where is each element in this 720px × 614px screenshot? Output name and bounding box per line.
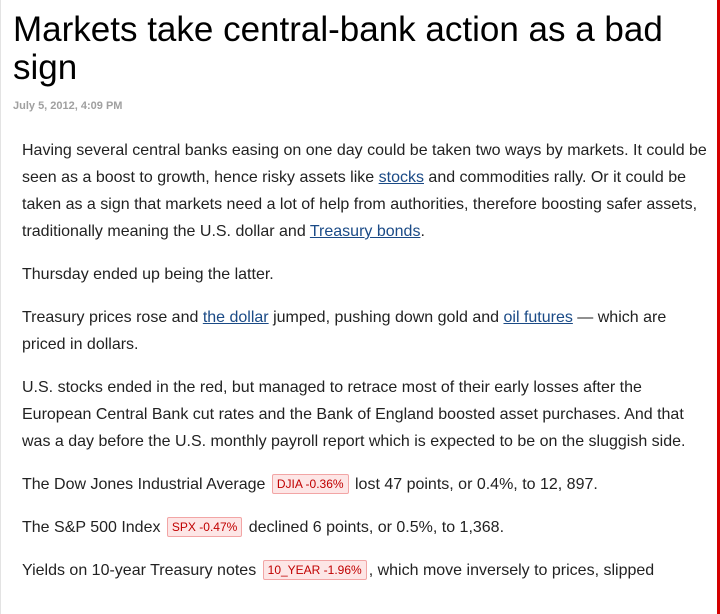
window-right-edge (717, 0, 720, 614)
article-headline: Markets take central-bank action as a ba… (13, 10, 663, 87)
paragraph-text: The S&P 500 Index (22, 519, 165, 536)
10-year-ticker-badge[interactable]: 10_YEAR -1.96% (262, 560, 367, 580)
treasury-bonds-link[interactable]: Treasury bonds (309, 223, 421, 240)
paragraph-text: The Dow Jones Industrial Average (22, 476, 270, 493)
paragraph-text: Having several central banks easing on o… (22, 142, 707, 186)
spx-ticker-badge[interactable]: SPX -0.47% (166, 517, 243, 537)
paragraph-text: jumped, pushing down gold and (268, 309, 504, 326)
article-dateline: July 5, 2012, 4:09 PM (13, 100, 123, 112)
paragraph-text: declined 6 points, or 0.5%, to 1,368. (244, 519, 505, 536)
oil-futures-link[interactable]: oil futures (503, 309, 573, 326)
paragraph-1: Having several central banks easing on o… (22, 137, 712, 245)
paragraph-2: Thursday ended up being the latter. (22, 266, 274, 283)
paragraph-text: Treasury prices rose and (22, 309, 203, 326)
paragraph-text: — which are priced in dollars. (22, 309, 667, 353)
paragraph-text: lost 47 points, or 0.4%, to 12, 897. (350, 476, 598, 493)
paragraph-7: Yields on 10-year Treasury notes 10_YEAR… (22, 557, 712, 584)
paragraph-6: The S&P 500 Index SPX -0.47% declined 6 … (22, 514, 712, 541)
paragraph-5: The Dow Jones Industrial Average DJIA -0… (22, 471, 712, 498)
the-dollar-link[interactable]: the dollar (202, 309, 269, 326)
article-body: Having several central banks easing on o… (22, 137, 712, 600)
paragraph-4: U.S. stocks ended in the red, but manage… (22, 379, 686, 450)
paragraph-text: , which move inversely to prices, slippe… (368, 562, 655, 579)
paragraph-text: and commodities rally. Or it could be ta… (22, 169, 698, 240)
stocks-link[interactable]: stocks (378, 169, 424, 186)
paragraph-text: Yields on 10-year Treasury notes (22, 562, 261, 579)
paragraph-3: Treasury prices rose and the dollar jump… (22, 304, 712, 358)
window-left-edge (0, 0, 1, 614)
paragraph-text: . (420, 223, 425, 240)
djia-ticker-badge[interactable]: DJIA -0.36% (271, 474, 349, 494)
